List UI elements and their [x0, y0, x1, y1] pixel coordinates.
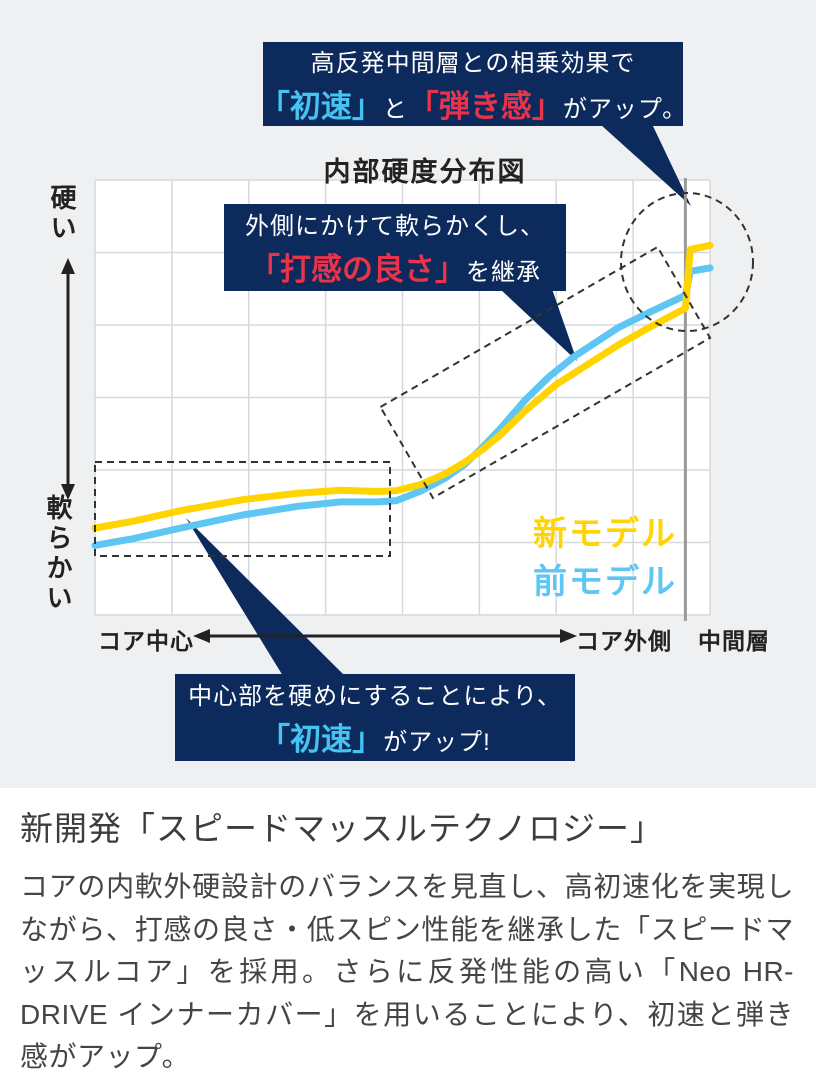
dashed-annotations [94, 192, 754, 557]
callout-feel: 外側にかけて軟らかくし、 「打感の良さ」 を継承 [224, 204, 566, 291]
callout-initial-speed: 中心部を硬めにすることにより、 「初速」 がアップ! [175, 674, 575, 761]
description-section: 新開発「スピードマッスルテクノロジー」 コアの内軟外硬設計のバランスを見直し、高… [0, 788, 816, 1080]
y-axis-label-hard: 硬い [47, 184, 77, 244]
callout-initial-speed-text1: 中心部を硬めにすることにより、 [188, 683, 562, 710]
x-axis-label-mid-layer: 中間層 [698, 628, 770, 654]
top-callout-pointer [600, 124, 691, 206]
callout-synergy-mid: と [382, 95, 408, 123]
callout-initial-speed-tail: がアップ! [383, 729, 491, 756]
y-axis-arrow [61, 258, 75, 500]
callout-feel-tail: を継承 [466, 259, 541, 286]
callout-feel-text1: 外側にかけて軟らかくし、 [245, 213, 545, 240]
callout-synergy-line2: 「初速」 と 「弾き感」 がアップ。 [259, 81, 687, 126]
callout-synergy-highlight-feel: 「弾き感」 [407, 88, 563, 124]
callout-synergy: 高反発中間層との相乗効果で 「初速」 と 「弾き感」 がアップ。 [259, 42, 686, 126]
center-region-dashed-box [94, 461, 391, 557]
x-axis-label-core-outside: コア外側 [576, 628, 672, 654]
callout-feel-line1: 外側にかけて軟らかくし、 [245, 206, 545, 241]
callout-synergy-tail: がアップ。 [562, 95, 688, 123]
technology-body: コアの内軟外硬設計のバランスを見直し、高初速化を実現しながら、打感の良さ・低スピ… [20, 871, 794, 1073]
callout-synergy-line1: 高反発中間層との相乗効果で [311, 43, 636, 78]
middle-callout-pointer [500, 289, 577, 361]
outer-region-dashed-box [379, 245, 712, 500]
callout-initial-speed-highlight: 「初速」 [259, 722, 384, 757]
chart-panel: 内部硬度分布図 硬い 軟らかい コア中心 コア外側 中間層 新モデル 前モデル … [0, 0, 816, 788]
callout-synergy-highlight-speed: 「初速」 [258, 88, 383, 124]
x-axis-arrow [193, 629, 577, 643]
mid-layer-dashed-ellipse [620, 192, 754, 332]
y-axis-label-soft: 軟らかい [43, 494, 73, 614]
callout-feel-line2: 「打感の良さ」 を継承 [249, 244, 541, 289]
legend-previous-model: 前モデル [533, 563, 677, 601]
technology-title: 新開発「スピードマッスルテクノロジー」 [20, 810, 665, 847]
chart-title: 内部硬度分布図 [323, 157, 527, 187]
callout-feel-highlight: 「打感の良さ」 [249, 252, 466, 287]
callout-synergy-text1: 高反発中間層との相乗効果で [310, 49, 636, 77]
series-new-model-line [91, 241, 714, 532]
x-axis-label-core-center: コア中心 [98, 628, 194, 654]
callout-initial-speed-line1: 中心部を硬めにすることにより、 [188, 676, 562, 711]
callout-initial-speed-line2: 「初速」 がアップ! [259, 714, 491, 759]
legend-new-model: 新モデル [533, 515, 677, 553]
